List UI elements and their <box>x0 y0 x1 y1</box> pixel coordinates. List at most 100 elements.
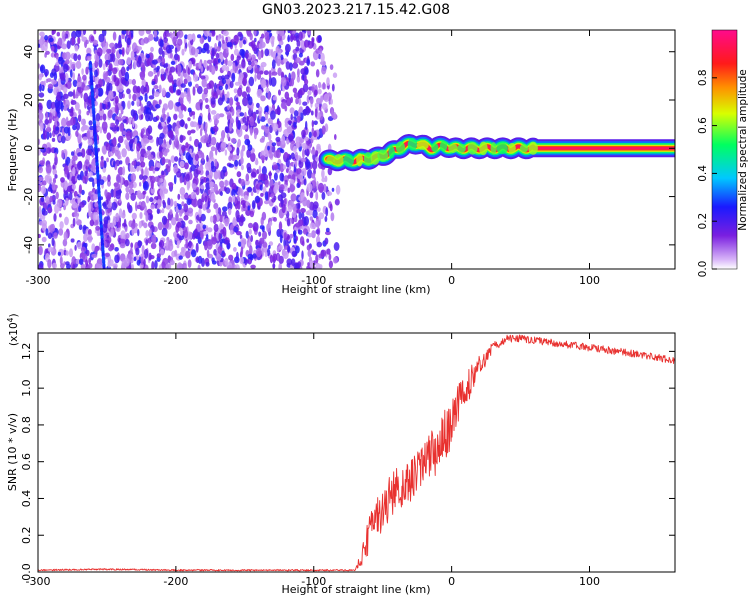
spectrogram-noise-cell <box>165 263 171 269</box>
spectrogram-noise-cell <box>137 229 140 237</box>
spectrogram-noise-cell <box>236 127 243 138</box>
spectrogram-noise-cell <box>86 110 90 116</box>
spectrogram-noise-cell <box>95 120 101 127</box>
spectrogram-noise-cell <box>334 134 337 140</box>
spectrogram-noise-cell <box>181 48 185 56</box>
spectrogram-noise-cell <box>312 160 318 170</box>
spectrogram-noise-cell <box>158 84 162 94</box>
spectrogram-noise-cell <box>242 202 246 209</box>
spectrogram-noise-cell <box>171 80 175 85</box>
spectrogram-noise-cell <box>126 56 132 65</box>
spectrogram-noise-cell <box>142 181 149 191</box>
spectrogram-noise-cell <box>169 259 175 266</box>
spectrogram-noise-cell <box>268 70 272 79</box>
spectrogram-noise-cell <box>106 157 109 163</box>
spectrogram-noise-cell <box>135 201 138 212</box>
snr-y-multiplier-base: (x10 <box>8 322 20 346</box>
spectrogram-noise-cell <box>190 191 197 200</box>
spectrogram-noise-cell <box>145 230 150 237</box>
spectrogram-noise-cell <box>233 88 238 94</box>
spectrogram-noise-cell <box>156 199 162 204</box>
spectrogram-noise-cell <box>128 118 132 125</box>
spectrogram-noise-cell <box>231 182 237 191</box>
spectrogram-noise-cell <box>65 250 69 256</box>
spectrogram-noise-cell <box>239 48 245 56</box>
spectrogram-noise-cell <box>236 55 241 61</box>
spectrogram-noise-cell <box>156 136 159 147</box>
spectrogram-noise-cell <box>39 64 46 74</box>
spectrogram-noise-cell <box>38 92 45 98</box>
spectrogram-noise-cell <box>47 232 53 239</box>
spectrogram-noise-cell <box>52 124 57 132</box>
spectrogram-noise-cell <box>241 124 247 130</box>
spectrogram-noise-cell <box>210 97 216 105</box>
spectrogram-noise-cell <box>217 58 221 63</box>
spectrogram-noise-cell <box>144 166 148 176</box>
spectrogram-noise-cell <box>224 239 230 245</box>
spectrogram-noise-cell <box>130 173 136 182</box>
spectrogram-noise-cell <box>252 44 257 52</box>
spectrogram-noise-cell <box>298 31 303 41</box>
spectrogram-noise-cell <box>214 42 218 50</box>
spectrogram-noise-cell <box>45 111 49 121</box>
spectrogram-noise-cell <box>45 164 52 174</box>
spectrogram-noise-cell <box>222 252 226 257</box>
spectrogram-noise-cell <box>68 191 73 201</box>
spectrogram-noise-cell <box>273 185 278 194</box>
spectrogram-noise-cell <box>270 48 274 58</box>
spectrogram-noise-cell <box>114 77 120 87</box>
spectrogram-noise-cell <box>190 152 196 159</box>
spectrogram-noise-cell <box>148 52 154 61</box>
snr-plot-area <box>38 334 675 572</box>
spectrogram-noise-cell <box>331 109 334 119</box>
spectrogram-noise-cell <box>206 59 213 64</box>
spectrogram-noise-cell <box>322 82 326 90</box>
spectrogram-noise-cell <box>186 231 193 240</box>
spectrogram-noise-cell <box>241 91 248 98</box>
spectrogram-noise-cell <box>259 225 265 230</box>
spectrogram-noise-cell <box>116 150 121 160</box>
spectrogram-noise-cell <box>140 200 146 210</box>
spectrogram-noise-cell <box>291 250 297 258</box>
spectrogram-noise-cell <box>229 122 233 132</box>
spectrogram-noise-cell <box>103 160 107 169</box>
spectrogram-noise-cell <box>296 262 300 269</box>
spectrogram-noise-cell <box>269 254 274 264</box>
spectrogram-noise-cell <box>155 104 161 109</box>
spectrogram-noise-cell <box>206 240 213 250</box>
spectrogram-noise-cell <box>93 212 96 222</box>
spectrogram-noise-cell <box>273 195 277 201</box>
spectrogram-noise-cell <box>240 178 246 187</box>
spectrogram-noise-cell <box>102 63 106 71</box>
spectrogram-noise-cell <box>317 35 322 43</box>
spectrogram-noise-cell <box>315 150 319 157</box>
spectrogram-noise-cell <box>285 157 290 168</box>
spectrogram-noise-cell <box>227 201 233 211</box>
spectrogram-noise-cell <box>64 216 69 226</box>
spectrogram-signal-blob <box>377 149 389 162</box>
spectrogram-noise-cell <box>150 187 155 194</box>
spectrogram-noise-cell <box>138 30 145 36</box>
spectrogram-noise-cell <box>261 166 267 176</box>
spectrogram-noise-cell <box>256 169 260 175</box>
spectrogram-noise-cell <box>264 111 269 121</box>
spectrogram-noise-cell <box>125 192 130 200</box>
spectrogram-noise-cell <box>142 175 148 180</box>
spectrogram-noise-cell <box>122 166 126 176</box>
spectrogram-noise-cell <box>273 217 277 222</box>
spectrogram-noise-cell <box>280 197 284 208</box>
spectrogram-noise-cell <box>157 221 163 231</box>
spectrogram-noise-cell <box>219 214 224 223</box>
spectrogram-noise-cell <box>224 126 228 132</box>
spectrogram-noise-cell <box>107 82 113 93</box>
spectrogram-noise-cell <box>300 138 305 144</box>
spectrogram-noise-cell <box>268 241 274 246</box>
spectrogram-noise-cell <box>259 38 264 43</box>
spectrogram-noise-cell <box>159 240 165 248</box>
spectrogram-noise-cell <box>95 55 99 63</box>
spectrogram-noise-cell <box>278 184 285 191</box>
spectrogram-noise-cell <box>248 228 252 235</box>
spectrogram-noise-cell <box>66 40 71 50</box>
spectrogram-noise-cell <box>302 83 309 93</box>
spectrogram-noise-cell <box>104 189 108 198</box>
